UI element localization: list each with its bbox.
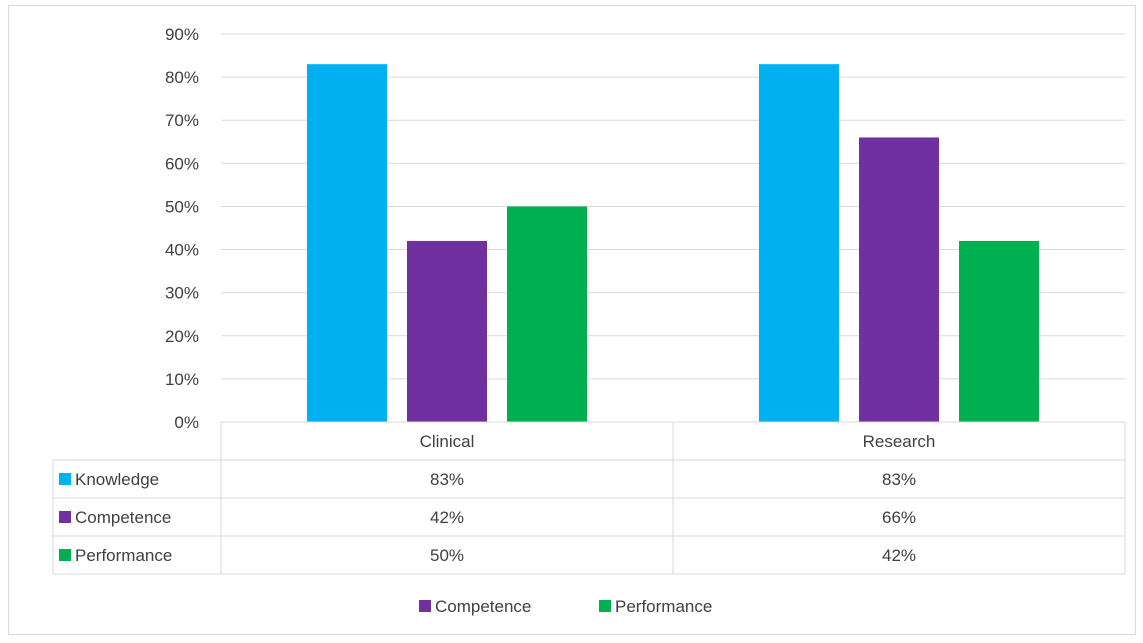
y-tick-label: 0%: [174, 413, 199, 432]
table-row-label: Competence: [75, 508, 171, 527]
legend-entry: Competence: [435, 597, 531, 616]
bars: [307, 64, 1039, 422]
table-legend-key: [59, 549, 71, 561]
category-label: Research: [863, 432, 936, 451]
table-legend-key: [59, 473, 71, 485]
y-tick-label: 50%: [165, 197, 199, 216]
table-row-label: Knowledge: [75, 470, 159, 489]
data-table: Clinical Research Knowledge 83% 83% Competenc…: [53, 422, 1125, 574]
chart-frame: 0% 10% 20% 30% 40% 50% 60% 70% 80% 90% Clinical Re…: [8, 5, 1136, 635]
y-tick-label: 20%: [165, 327, 199, 346]
legend-entry: Performance: [615, 597, 712, 616]
legend-swatch: [599, 600, 611, 612]
data-label: 42%: [882, 546, 916, 565]
data-label: 83%: [430, 470, 464, 489]
data-label: 66%: [882, 508, 916, 527]
y-axis: 0% 10% 20% 30% 40% 50% 60% 70% 80% 90%: [165, 25, 199, 432]
bar-knowledge-research: [759, 64, 839, 422]
y-tick-label: 70%: [165, 111, 199, 130]
y-tick-label: 40%: [165, 241, 199, 260]
bar-performance-clinical: [507, 206, 587, 422]
y-tick-label: 10%: [165, 370, 199, 389]
bar-competence-clinical: [407, 241, 487, 422]
bar-chart: 0% 10% 20% 30% 40% 50% 60% 70% 80% 90% Clinical Re…: [9, 6, 1135, 634]
table-legend-key: [59, 511, 71, 523]
category-label: Clinical: [420, 432, 475, 451]
data-label: 50%: [430, 546, 464, 565]
bar-knowledge-clinical: [307, 64, 387, 422]
bar-competence-research: [859, 137, 939, 422]
y-tick-label: 80%: [165, 68, 199, 87]
legend-swatch: [419, 600, 431, 612]
data-label: 83%: [882, 470, 916, 489]
y-tick-label: 60%: [165, 154, 199, 173]
legend: Competence Performance: [419, 597, 712, 616]
y-tick-label: 90%: [165, 25, 199, 44]
table-row-label: Performance: [75, 546, 172, 565]
y-tick-label: 30%: [165, 284, 199, 303]
data-label: 42%: [430, 508, 464, 527]
bar-performance-research: [959, 241, 1039, 422]
